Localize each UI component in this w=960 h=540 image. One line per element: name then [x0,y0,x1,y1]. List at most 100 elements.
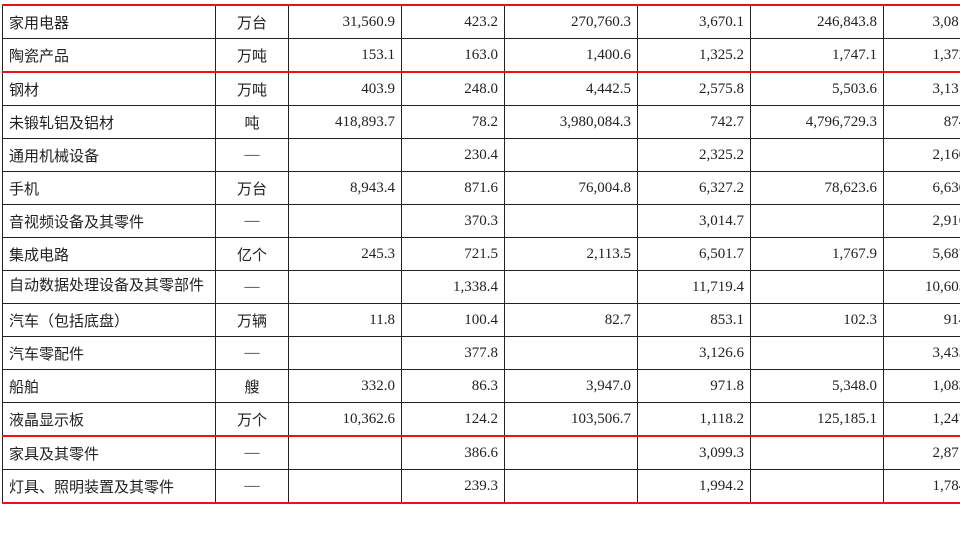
cell-c4: 78.2 [402,106,505,139]
cell-name: 未锻轧铝及铝材 [3,106,216,139]
cell-c4: 163.0 [402,39,505,73]
table-row: 汽车零配件—377.83,126.63,435. [3,337,960,370]
cell-c7: 1,767.9 [751,238,884,271]
cell-c6: 971.8 [638,370,751,403]
cell-c7: 78,623.6 [751,172,884,205]
cell-unit: 万个 [216,403,289,437]
table-row: 液晶显示板万个10,362.6124.2103,506.71,118.2125,… [3,403,960,437]
cell-c3: 10,362.6 [289,403,402,437]
cell-unit: 万辆 [216,304,289,337]
cell-c8: 1,372. [884,39,960,73]
table-row: 家用电器万台31,560.9423.2270,760.33,670.1246,8… [3,5,960,39]
cell-c6: 3,014.7 [638,205,751,238]
cell-c7: 4,796,729.3 [751,106,884,139]
cell-c6: 742.7 [638,106,751,139]
cell-c4: 721.5 [402,238,505,271]
cell-c7: 246,843.8 [751,5,884,39]
cell-unit: 吨 [216,106,289,139]
cell-c7 [751,337,884,370]
cell-c3: 418,893.7 [289,106,402,139]
cell-c8: 5,687. [884,238,960,271]
cell-c6: 3,126.6 [638,337,751,370]
cell-c7: 5,348.0 [751,370,884,403]
cell-c6: 2,575.8 [638,72,751,106]
cell-c8: 2,871. [884,436,960,470]
cell-unit: 艘 [216,370,289,403]
cell-c5 [505,139,638,172]
cell-c8: 10,605. [884,271,960,304]
cell-c5: 4,442.5 [505,72,638,106]
table-row: 汽车（包括底盘）万辆11.8100.482.7853.1102.3914. [3,304,960,337]
cell-c8: 6,630. [884,172,960,205]
cell-c7: 125,185.1 [751,403,884,437]
cell-c6: 3,099.3 [638,436,751,470]
cell-c4: 100.4 [402,304,505,337]
cell-c3 [289,139,402,172]
cell-unit: 万吨 [216,72,289,106]
cell-c7: 102.3 [751,304,884,337]
cell-c5: 270,760.3 [505,5,638,39]
cell-unit: 万吨 [216,39,289,73]
cell-name: 钢材 [3,72,216,106]
table-row: 集成电路亿个245.3721.52,113.56,501.71,767.95,6… [3,238,960,271]
cell-c5 [505,271,638,304]
cell-name: 汽车零配件 [3,337,216,370]
cell-c7 [751,139,884,172]
table-row: 家具及其零件— 386.6 3,099.3 2,871. [3,436,960,470]
cell-c5: 3,980,084.3 [505,106,638,139]
table-row: 自动数据处理设备及其零部件—1,338.411,719.410,605. [3,271,960,304]
cell-c3 [289,436,402,470]
cell-name: 家用电器 [3,5,216,39]
cell-c4: 1,338.4 [402,271,505,304]
table-row: 手机万台8,943.4871.676,004.86,327.278,623.66… [3,172,960,205]
cell-c6: 1,325.2 [638,39,751,73]
cell-c5: 2,113.5 [505,238,638,271]
cell-name: 家具及其零件 [3,436,216,470]
cell-c7 [751,436,884,470]
cell-c3: 31,560.9 [289,5,402,39]
cell-unit: — [216,436,289,470]
cell-c4: 386.6 [402,436,505,470]
cell-c4: 370.3 [402,205,505,238]
cell-name: 自动数据处理设备及其零部件 [3,271,216,304]
table-row: 灯具、照明装置及其零件—239.31,994.21,784. [3,470,960,504]
cell-c3: 245.3 [289,238,402,271]
cell-unit: 万台 [216,5,289,39]
cell-c6: 6,501.7 [638,238,751,271]
cell-c6: 11,719.4 [638,271,751,304]
cell-c5: 3,947.0 [505,370,638,403]
export-data-table: 家用电器万台31,560.9423.2270,760.33,670.1246,8… [2,4,960,504]
cell-c8: 1,784. [884,470,960,504]
cell-c3 [289,205,402,238]
cell-c7 [751,470,884,504]
cell-unit: 亿个 [216,238,289,271]
cell-c8: 874. [884,106,960,139]
table-row: 船舶艘332.086.33,947.0971.85,348.01,083. [3,370,960,403]
cell-c8: 1,247. [884,403,960,437]
cell-c5: 76,004.8 [505,172,638,205]
cell-unit: — [216,139,289,172]
cell-name: 汽车（包括底盘） [3,304,216,337]
cell-c8: 2,916. [884,205,960,238]
cell-c3 [289,470,402,504]
cell-unit: — [216,205,289,238]
cell-name: 液晶显示板 [3,403,216,437]
cell-c4: 423.2 [402,5,505,39]
cell-c7: 5,503.6 [751,72,884,106]
cell-unit: 万台 [216,172,289,205]
cell-c3: 8,943.4 [289,172,402,205]
cell-c6: 1,118.2 [638,403,751,437]
cell-c5 [505,436,638,470]
cell-name: 灯具、照明装置及其零件 [3,470,216,504]
cell-c8: 3,081. [884,5,960,39]
cell-c7: 1,747.1 [751,39,884,73]
cell-c5: 1,400.6 [505,39,638,73]
cell-c7 [751,271,884,304]
cell-unit: — [216,470,289,504]
cell-c4: 86.3 [402,370,505,403]
cell-c8: 914. [884,304,960,337]
cell-name: 船舶 [3,370,216,403]
table-row: 未锻轧铝及铝材吨418,893.778.23,980,084.3742.74,7… [3,106,960,139]
cell-c6: 3,670.1 [638,5,751,39]
cell-c4: 124.2 [402,403,505,437]
